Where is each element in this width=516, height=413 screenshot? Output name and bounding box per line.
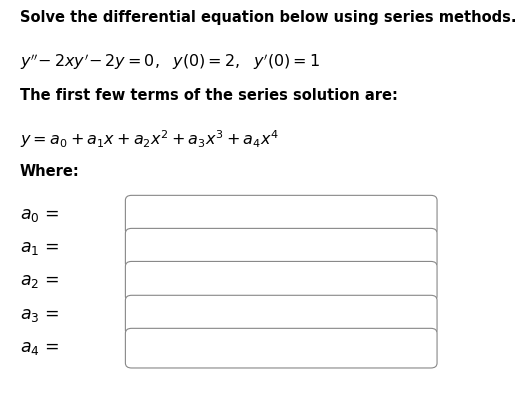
- Text: $y = a_0 + a_1 x + a_2 x^2 + a_3 x^3 + a_4 x^4$: $y = a_0 + a_1 x + a_2 x^2 + a_3 x^3 + a…: [20, 128, 278, 150]
- Text: Solve the differential equation below using series methods.: Solve the differential equation below us…: [20, 10, 516, 25]
- FancyBboxPatch shape: [125, 328, 437, 368]
- Text: $a_0$ =: $a_0$ =: [20, 206, 59, 224]
- Text: $y''\!-2xy'\!-2y=0,\ \ y(0)=2,\ \ y'(0)=1$: $y''\!-2xy'\!-2y=0,\ \ y(0)=2,\ \ y'(0)=…: [20, 52, 320, 72]
- Text: $a_4$ =: $a_4$ =: [20, 339, 59, 357]
- Text: The first few terms of the series solution are:: The first few terms of the series soluti…: [20, 88, 397, 102]
- Text: Where:: Where:: [20, 164, 79, 179]
- Text: $a_3$ =: $a_3$ =: [20, 306, 59, 324]
- Text: $a_1$ =: $a_1$ =: [20, 239, 59, 257]
- FancyBboxPatch shape: [125, 261, 437, 301]
- FancyBboxPatch shape: [125, 228, 437, 268]
- FancyBboxPatch shape: [125, 195, 437, 235]
- Text: $a_2$ =: $a_2$ =: [20, 272, 59, 290]
- FancyBboxPatch shape: [125, 295, 437, 335]
